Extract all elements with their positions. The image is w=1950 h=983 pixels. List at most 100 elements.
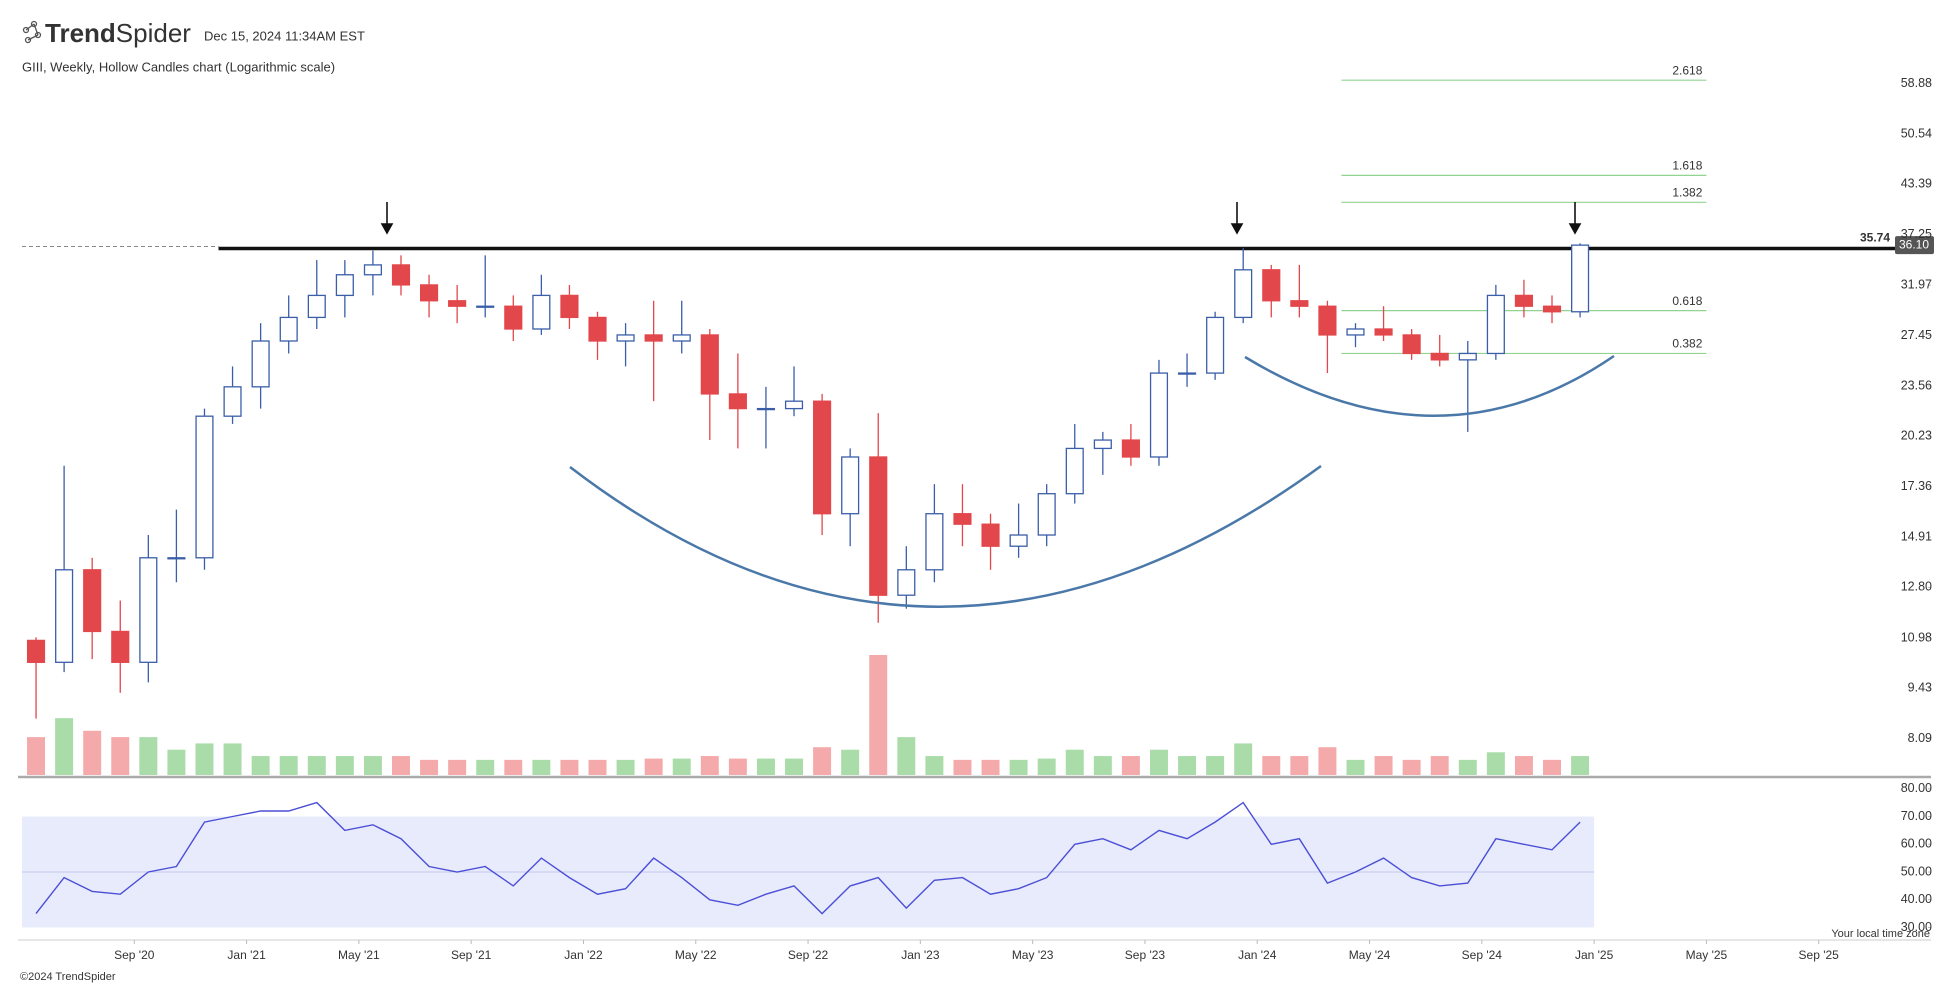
candle-body: [195, 415, 214, 559]
volume-bar: [925, 756, 944, 775]
volume-bar: [1514, 756, 1533, 775]
chart-title: GIII, Weekly, Hollow Candles chart (Loga…: [22, 59, 335, 74]
volume-bar: [1543, 759, 1561, 775]
volume-bar: [111, 737, 130, 775]
volume-bar: [1149, 749, 1168, 775]
logo-icon: [22, 20, 42, 44]
volume-bar: [476, 759, 495, 775]
candle-body: [1234, 269, 1253, 319]
candle-body: [223, 386, 242, 417]
candle-body: [588, 316, 607, 342]
x-tick-label: May '21: [338, 948, 380, 962]
volume-bar: [1009, 759, 1028, 775]
fib-label: 2.618: [1672, 63, 1702, 77]
y-tick-label: 31.97: [1901, 278, 1932, 292]
candle-body: [1262, 269, 1281, 302]
volume-bar: [1234, 743, 1253, 775]
x-tick-label: Sep '23: [1125, 948, 1166, 962]
y-tick-label: 27.45: [1901, 328, 1932, 342]
rsi-y-tick-label: 30.00: [1901, 920, 1932, 934]
candle-body: [1149, 372, 1169, 458]
volume-bar: [363, 756, 382, 775]
fib-label: 0.618: [1672, 294, 1702, 308]
x-tick-label: Sep '22: [788, 948, 829, 962]
rsi-y-tick-label: 80.00: [1901, 781, 1932, 795]
volume-bar: [420, 759, 439, 775]
plot-layer: 2.618 1.618 1.382 0.618 0.382: [18, 63, 1931, 941]
volume-bar: [1290, 756, 1309, 775]
volume-bar: [1430, 756, 1449, 775]
candle-body: [26, 639, 46, 663]
volume-bar: [1318, 747, 1337, 775]
arrows: [380, 202, 1582, 235]
rsi-y-tick-label: 60.00: [1901, 837, 1932, 851]
y-tick-label: 50.54: [1901, 126, 1932, 140]
y-tick-label: 43.39: [1901, 177, 1932, 191]
y-tick-label: 12.80: [1901, 580, 1932, 594]
volume-bar: [335, 756, 354, 775]
candle-body: [813, 400, 832, 515]
volume-bar: [55, 718, 74, 775]
volume-bar: [813, 747, 832, 775]
volume-bar: [139, 737, 158, 775]
volume-bar: [1374, 756, 1393, 775]
y-tick-label: 58.88: [1901, 76, 1932, 90]
candle-body: [1318, 305, 1337, 336]
volume-bar: [1093, 756, 1112, 775]
x-tick-label: Jan '22: [564, 948, 603, 962]
cup-arc: [569, 464, 1322, 608]
volume-bar: [869, 655, 888, 775]
candle-body: [1542, 305, 1562, 313]
candle-body: [335, 274, 354, 297]
candle-body: [279, 316, 298, 342]
y-tick-label: 23.56: [1901, 378, 1932, 392]
candle-body: [981, 523, 1000, 547]
rsi-y-tick-label: 50.00: [1901, 864, 1932, 878]
volume-bar: [223, 743, 242, 775]
candle-body: [897, 569, 916, 596]
x-tick-label: May '22: [675, 948, 717, 962]
volume-bar: [1571, 756, 1590, 775]
volume-bar: [1262, 756, 1281, 775]
candle-body: [1290, 300, 1309, 307]
volume-bar: [700, 756, 719, 775]
candle-body: [1206, 316, 1225, 374]
volume-bar: [1178, 756, 1197, 775]
volume-bar: [83, 730, 102, 775]
resistance-label: 35.74: [1860, 231, 1890, 245]
x-tick-label: May '24: [1349, 948, 1391, 962]
x-tick-label: Jan '25: [1575, 948, 1614, 962]
candle-body: [251, 340, 270, 388]
candle-body: [532, 294, 551, 330]
candle-body: [1486, 294, 1505, 355]
x-tick-label: Sep '24: [1462, 948, 1503, 962]
volume-bar: [307, 756, 326, 775]
fib-label: 1.618: [1672, 159, 1702, 173]
volume-bar: [981, 759, 1000, 775]
volume-bar: [588, 759, 607, 775]
candle-body: [1037, 493, 1056, 536]
volume-bar: [560, 759, 579, 775]
candle-body: [1065, 447, 1084, 495]
volume-bar: [1346, 759, 1365, 775]
x-tick-label: Jan '23: [901, 948, 940, 962]
volume-bar: [672, 758, 691, 775]
rsi-y-tick-label: 70.00: [1901, 809, 1932, 823]
copyright: ©2024 TrendSpider: [20, 971, 116, 983]
candle-body: [419, 284, 439, 302]
candle-body: [307, 294, 326, 319]
candle-body: [167, 557, 186, 560]
candle-body: [700, 334, 719, 395]
last-price-tag: [1895, 236, 1934, 255]
brand: TrendSpider: [45, 18, 191, 48]
handle-arc: [1244, 354, 1615, 417]
candle-body: [616, 334, 635, 342]
candle-body: [363, 264, 382, 276]
volume-bar: [897, 737, 916, 775]
volume-bar: [1402, 759, 1421, 775]
candle-body: [1430, 352, 1449, 361]
volume-bar: [728, 758, 747, 775]
